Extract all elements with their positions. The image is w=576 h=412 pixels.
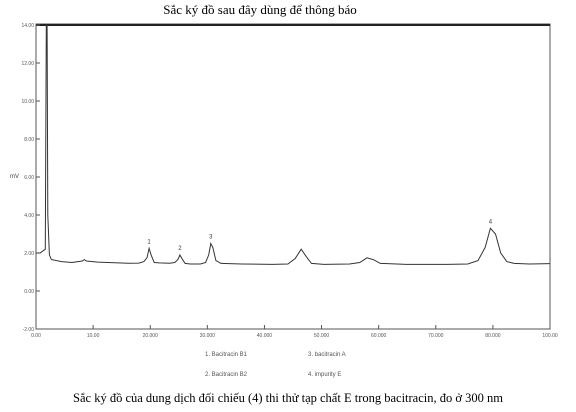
y-tick-label: 4.00 (24, 213, 34, 219)
x-tick-label: 20.000 (143, 333, 159, 339)
y-axis-label: mV (10, 174, 19, 180)
legend-entry-4: 4. impurity E (308, 372, 342, 378)
page-title: Sắc ký đồ sau đây dùng để thông báo (163, 2, 357, 17)
y-tick-label: 14.00 (21, 23, 34, 29)
peak-labels: 1 2 3 4 (147, 219, 492, 252)
peak-label: 4 (489, 219, 493, 225)
x-tick-label: 30.000 (200, 333, 216, 339)
y-tick-label: 12.00 (21, 61, 34, 67)
x-tick-label: 60.000 (371, 333, 387, 339)
y-tick-label: 8.00 (24, 137, 34, 143)
x-tick-label: 50.000 (314, 333, 330, 339)
legend-entry-2: 2. Bacitracin B2 (205, 372, 248, 378)
legend-entry-3: 3. bacitracin A (308, 352, 346, 358)
y-tick-label: 6.00 (24, 175, 34, 181)
y-tick-label: 0.00 (24, 289, 34, 295)
x-axis-ticks: 0.00 10.00 20.000 30.000 40.000 50.000 60.000 7… (31, 325, 558, 339)
x-tick-label: 70.000 (428, 333, 444, 339)
peak-label: 1 (147, 239, 151, 245)
x-tick-label: 0.00 (31, 333, 41, 339)
peak-label: 3 (209, 235, 213, 241)
x-tick-label: 80.000 (485, 333, 501, 339)
peak-label: 2 (178, 246, 182, 252)
x-tick-label: 100.00 (542, 333, 558, 339)
chromatogram-trace (36, 24, 551, 265)
figure-caption: Sắc ký đồ của dung dịch đối chiếu (4) th… (73, 391, 503, 405)
y-tick-label: 10.00 (21, 99, 34, 105)
x-tick-label: 40.000 (257, 333, 273, 339)
x-tick-label: 10.00 (87, 333, 100, 339)
y-tick-label: -2.00 (23, 327, 35, 333)
y-axis-ticks: 14.00 12.00 10.00 8.00 6.00 4.00 2.00 0.00 -2.00 (21, 23, 40, 333)
plot-frame (35, 23, 551, 330)
legend-entry-1: 1. Bacitracin B1 (205, 352, 248, 358)
y-tick-label: 2.00 (24, 251, 34, 257)
